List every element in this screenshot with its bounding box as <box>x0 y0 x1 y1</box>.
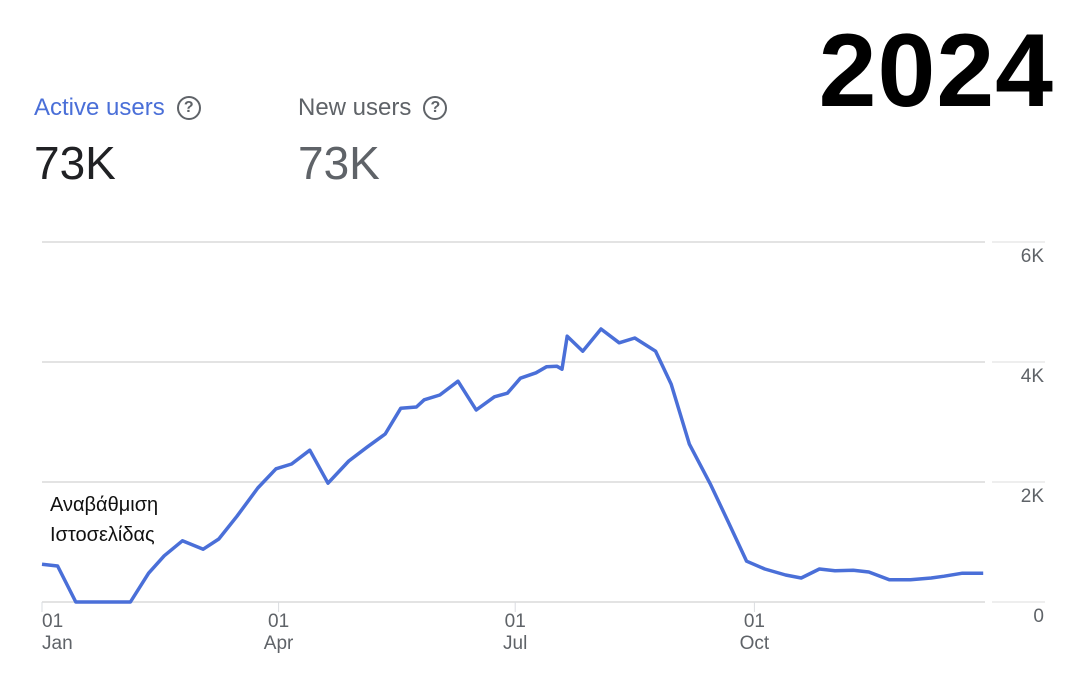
series-line <box>41 327 984 604</box>
x-tick-month: Oct <box>740 633 770 654</box>
metric-label: New users <box>298 94 412 121</box>
help-circle-icon[interactable]: ? <box>176 96 201 120</box>
metric-value: 73K <box>34 137 116 189</box>
x-tick-day: 01 <box>268 611 289 632</box>
annotation-line-2: Ιστοσελίδας <box>50 524 155 546</box>
metric-active-users[interactable]: Active users ? 73K <box>34 94 201 190</box>
x-tick-month: Jan <box>42 633 73 654</box>
x-tick-month: Jul <box>503 633 527 654</box>
x-tick-day: 01 <box>744 611 765 632</box>
y-tick-label: 6K <box>1021 246 1045 267</box>
metric-new-users[interactable]: New users ? 73K <box>298 94 448 190</box>
annotation-line-1: Αναβάθμιση <box>50 494 159 516</box>
help-circle-icon[interactable]: ? <box>423 96 448 120</box>
y-tick-label: 0 <box>1033 606 1044 627</box>
x-tick-day: 01 <box>42 611 63 632</box>
x-tick-day: 01 <box>505 611 526 632</box>
annotation: Αναβάθμιση Ιστοσελίδας <box>50 490 158 550</box>
y-tick-label: 4K <box>1021 366 1045 387</box>
year-title: 2024 <box>818 13 1054 129</box>
y-tick-label: 2K <box>1021 486 1045 507</box>
x-tick-month: Apr <box>264 633 294 654</box>
metric-label: Active users <box>34 94 165 121</box>
metric-value: 73K <box>298 137 380 189</box>
